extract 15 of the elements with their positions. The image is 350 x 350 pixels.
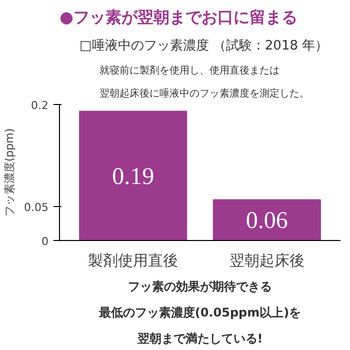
- x-tick-label: 翌朝起床後: [229, 252, 304, 270]
- data-label: 0.06: [246, 208, 288, 234]
- y-tick-label: 0.2: [31, 99, 49, 112]
- text: 就寝前に製剤を使用し、使用直後または: [100, 64, 280, 76]
- y-tick-label: 0.05: [24, 201, 49, 214]
- x-tick-label: 製剤使用直後: [88, 252, 178, 270]
- y-axis-title: フッ素濃度(ppm): [3, 128, 16, 217]
- text: 翌朝まで満たしている!: [136, 332, 263, 346]
- text: 最低のフッ素濃度(0.05ppm以上)を: [98, 306, 302, 320]
- data-label: 0.19: [112, 164, 154, 190]
- y-tick-label: 0: [42, 235, 48, 248]
- chart-title: ●フッ素が翌朝までお口に留まる: [60, 8, 298, 26]
- text: □唾液中のフッ素濃度 （試験：2018 年）: [80, 38, 328, 54]
- text: 翌朝起床後に唾液中のフッ素濃度を測定した。: [100, 88, 310, 100]
- text: フッ素の効果が期待できる: [128, 280, 272, 294]
